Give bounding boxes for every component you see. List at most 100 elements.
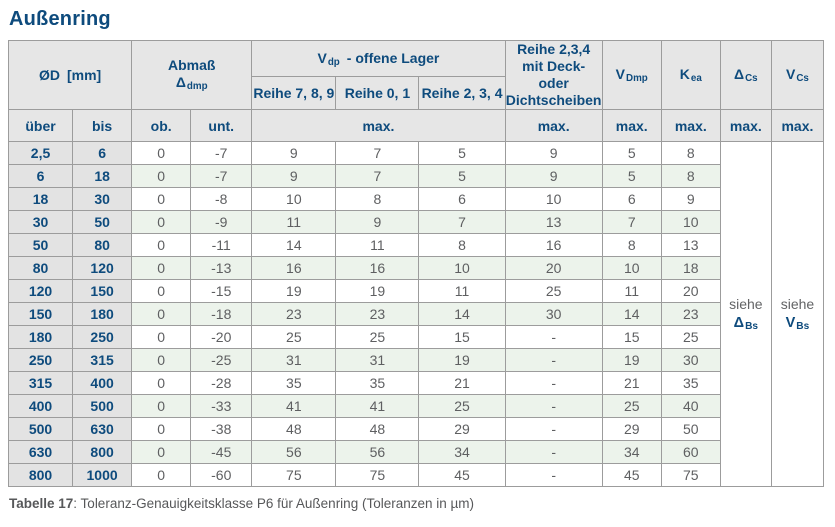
cell-unt: -45	[190, 440, 253, 465]
cell-r234: 10	[418, 256, 506, 281]
cell-unt: -15	[190, 279, 253, 304]
cell-kea: 18	[660, 256, 721, 281]
cell-uber: 6	[7, 164, 74, 189]
cell-bis: 250	[72, 325, 133, 350]
cell-uber: 30	[7, 210, 74, 235]
cell-r01: 35	[335, 371, 420, 396]
cell-kea: 60	[660, 440, 721, 465]
cell-uber: 250	[7, 348, 74, 373]
cell-r01: 75	[335, 463, 420, 488]
cell-kea: 30	[660, 348, 721, 373]
cell-ob: 0	[131, 256, 192, 281]
cell-kea: 23	[660, 302, 721, 327]
cell-uber: 150	[7, 302, 74, 327]
cell-r789: 23	[251, 302, 337, 327]
cell-unt: -28	[190, 371, 253, 396]
cell-deck: 13	[504, 210, 603, 235]
cell-r01: 16	[335, 256, 420, 281]
cell-deck: -	[504, 348, 603, 373]
cell-r789: 9	[251, 164, 337, 189]
cell-deck: -	[504, 417, 603, 442]
cell-r789: 25	[251, 325, 337, 350]
cell-uber: 18	[7, 187, 74, 212]
cell-unt: -13	[190, 256, 253, 281]
col-header-diameter: ØD [mm]	[7, 39, 133, 111]
cell-r01: 41	[335, 394, 420, 419]
see-word: siehe	[729, 296, 763, 313]
col-header-delta-cs: ΔCs	[719, 39, 772, 111]
cell-r234: 6	[418, 187, 506, 212]
cell-r234: 29	[418, 417, 506, 442]
table-row: 630 800 0 -45 56 56 34-34 60	[7, 440, 824, 465]
cell-ob: 0	[131, 233, 192, 258]
cell-vdmp: 6	[601, 187, 662, 212]
cell-uber: 400	[7, 394, 74, 419]
cell-ob: 0	[131, 279, 192, 304]
cell-ob: 0	[131, 164, 192, 189]
header-row-groups: ØD [mm] Abmaß Δdmp Vdp - offene Lager Reih…	[7, 39, 825, 111]
cell-vdmp: 14	[601, 302, 662, 327]
cell-bis: 150	[72, 279, 133, 304]
cell-deck: -	[504, 463, 603, 488]
cell-uber: 630	[7, 440, 74, 465]
cell-unt: -20	[190, 325, 253, 350]
see-symbol: ΔBs	[733, 315, 759, 333]
subheader-max-vdmp: max.	[601, 109, 662, 143]
cell-r01: 56	[335, 440, 420, 465]
subheader-ob: ob.	[131, 109, 192, 143]
cell-r234: 19	[418, 348, 506, 373]
table-row: 30 50 0 -9 11 9 7 13 7 10	[7, 210, 824, 235]
cell-bis: 180	[72, 302, 133, 327]
cell-deck: 16	[504, 233, 603, 258]
cell-uber: 500	[7, 417, 74, 442]
cell-uber: 80	[7, 256, 74, 281]
subheader-max-dcs: max.	[719, 109, 772, 143]
cell-uber: 120	[7, 279, 74, 304]
see-dcs-cell: siehe ΔBs	[719, 141, 772, 488]
table-row: 150 180 0 -18 23 23 14 30 14 23	[7, 302, 824, 327]
cell-deck: -	[504, 325, 603, 350]
cell-r01: 25	[335, 325, 420, 350]
diameter-symbol: ØD	[38, 67, 60, 84]
cell-vdmp: 8	[601, 233, 662, 258]
cell-vdmp: 21	[601, 371, 662, 396]
cell-deck: 9	[504, 164, 603, 189]
cell-r234: 7	[418, 210, 506, 235]
cell-unt: -25	[190, 348, 253, 373]
col-header-vcs: VCs	[770, 39, 825, 111]
cell-r789: 35	[251, 371, 337, 396]
cell-r234: 45	[418, 463, 506, 488]
cell-r01: 48	[335, 417, 420, 442]
cell-r01: 19	[335, 279, 420, 304]
cell-unt: -38	[190, 417, 253, 442]
cell-kea: 8	[660, 164, 721, 189]
cell-r789: 16	[251, 256, 337, 281]
see-vcs-cell: siehe VBs	[770, 141, 825, 488]
cell-r789: 14	[251, 233, 337, 258]
cell-kea: 50	[660, 417, 721, 442]
cell-deck: 25	[504, 279, 603, 304]
cell-ob: 0	[131, 210, 192, 235]
col-header-sealed-series: Reihe 2,3,4 mit Deck- oder Dichtscheiben	[504, 39, 603, 111]
abmass-label: Abmaß	[167, 56, 216, 73]
cell-unt: -8	[190, 187, 253, 212]
table-row: 315 400 0 -28 35 35 21-21 35	[7, 371, 824, 396]
cell-r01: 7	[335, 141, 420, 166]
cell-ob: 0	[131, 302, 192, 327]
cell-kea: 40	[660, 394, 721, 419]
table-row: 120 150 0 -15 19 19 11 25 11 20	[7, 279, 824, 304]
cell-bis: 6	[72, 141, 133, 166]
subheader-max-vcs: max.	[770, 109, 825, 143]
subheader-max-deck: max.	[504, 109, 603, 143]
cell-r01: 11	[335, 233, 420, 258]
table-row: 6 18 0 -7 9 7 5 9 5 8	[7, 164, 824, 189]
cell-unt: -60	[190, 463, 253, 488]
subheader-max-kea: max.	[660, 109, 721, 143]
see-symbol: VBs	[785, 315, 810, 333]
cell-ob: 0	[131, 141, 192, 166]
subheader-bis: bis	[72, 109, 133, 143]
cell-deck: 9	[504, 141, 603, 166]
cell-unt: -7	[190, 164, 253, 189]
cell-kea: 20	[660, 279, 721, 304]
cell-unt: -11	[190, 233, 253, 258]
